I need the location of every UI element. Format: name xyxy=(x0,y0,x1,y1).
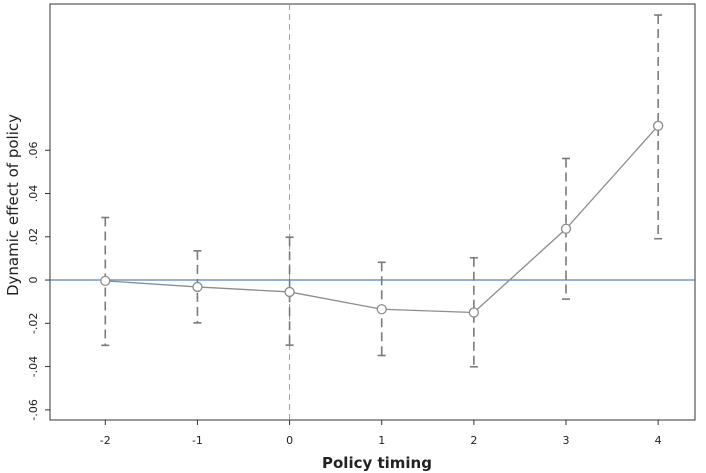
data-point xyxy=(100,275,111,287)
data-point xyxy=(192,281,203,293)
x-tick-label: 0 xyxy=(286,434,293,447)
x-tick-label: 3 xyxy=(563,434,570,447)
x-axis: -2 -1 0 1 2 3 4 xyxy=(100,420,662,447)
x-tick-label: -2 xyxy=(100,434,111,447)
y-tick-label: -.04 xyxy=(27,356,40,377)
data-point xyxy=(560,223,572,234)
y-tick-label: .04 xyxy=(27,185,40,203)
y-axis-title: Dynamic effect of policy xyxy=(4,114,22,296)
y-tick-label: 0 xyxy=(27,277,40,284)
x-axis-title: Policy timing xyxy=(322,454,432,472)
data-points xyxy=(100,120,664,318)
x-tick-label: 2 xyxy=(470,434,477,447)
y-tick-label: .06 xyxy=(27,141,40,159)
y-tick-label: -.02 xyxy=(27,313,40,334)
y-tick-label: .02 xyxy=(27,228,40,246)
x-tick-label: 1 xyxy=(378,434,385,447)
y-axis: -.06 -.04 -.02 0 .02 .04 .06 xyxy=(27,141,50,421)
plot-frame xyxy=(49,3,696,421)
data-point xyxy=(652,120,664,131)
x-tick-label: -1 xyxy=(192,434,203,447)
y-tick-label: -.06 xyxy=(27,399,40,420)
reference-lines xyxy=(50,4,695,420)
x-tick-label: 4 xyxy=(655,434,662,447)
data-point xyxy=(284,286,295,298)
data-point xyxy=(376,304,387,315)
data-point xyxy=(468,307,480,318)
